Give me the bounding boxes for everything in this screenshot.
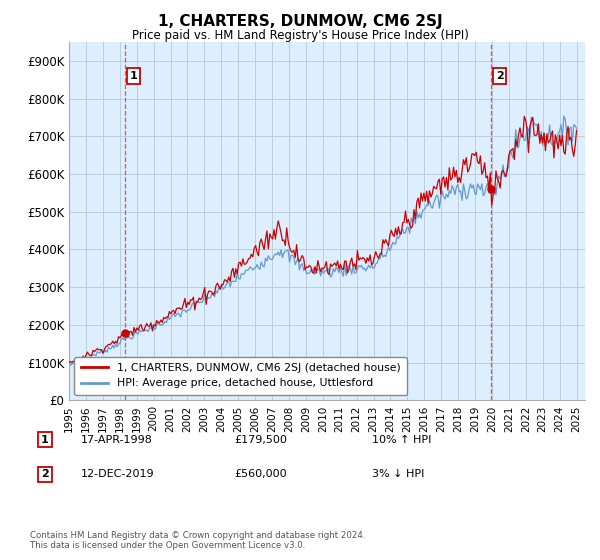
Text: Price paid vs. HM Land Registry's House Price Index (HPI): Price paid vs. HM Land Registry's House … [131, 29, 469, 42]
Text: 10% ↑ HPI: 10% ↑ HPI [372, 435, 431, 445]
Text: £560,000: £560,000 [234, 469, 287, 479]
Text: 17-APR-1998: 17-APR-1998 [81, 435, 153, 445]
Text: 12-DEC-2019: 12-DEC-2019 [81, 469, 155, 479]
Text: 1, CHARTERS, DUNMOW, CM6 2SJ: 1, CHARTERS, DUNMOW, CM6 2SJ [158, 14, 442, 29]
Text: 2: 2 [496, 71, 503, 81]
Text: Contains HM Land Registry data © Crown copyright and database right 2024.
This d: Contains HM Land Registry data © Crown c… [30, 530, 365, 550]
Legend: 1, CHARTERS, DUNMOW, CM6 2SJ (detached house), HPI: Average price, detached hous: 1, CHARTERS, DUNMOW, CM6 2SJ (detached h… [74, 357, 407, 395]
Text: 3% ↓ HPI: 3% ↓ HPI [372, 469, 424, 479]
Text: 1: 1 [130, 71, 137, 81]
Text: £179,500: £179,500 [234, 435, 287, 445]
Text: 1: 1 [41, 435, 49, 445]
Text: 2: 2 [41, 469, 49, 479]
